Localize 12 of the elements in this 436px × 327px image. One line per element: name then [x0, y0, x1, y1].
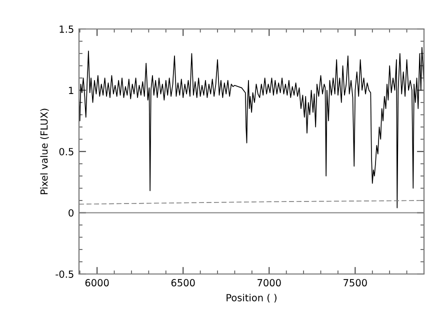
y-tick-label: 1.5 [60, 26, 74, 33]
x-tick-label: 6500 [171, 279, 195, 286]
y-tick-label: 0 [68, 209, 74, 217]
y-axis-title: Pixel value (FLUX) [40, 108, 49, 194]
x-axis-title: Position ( ) [226, 294, 276, 302]
y-tick-label: 0.5 [59, 148, 74, 156]
x-tick-label: 7500 [344, 279, 367, 286]
x-tick-label: 6000 [85, 279, 109, 286]
x-tick-label: 7000 [258, 279, 281, 286]
line-series [79, 46, 424, 208]
y-tick-label: 1 [69, 86, 74, 94]
y-tick-label: -0.5 [56, 270, 74, 278]
